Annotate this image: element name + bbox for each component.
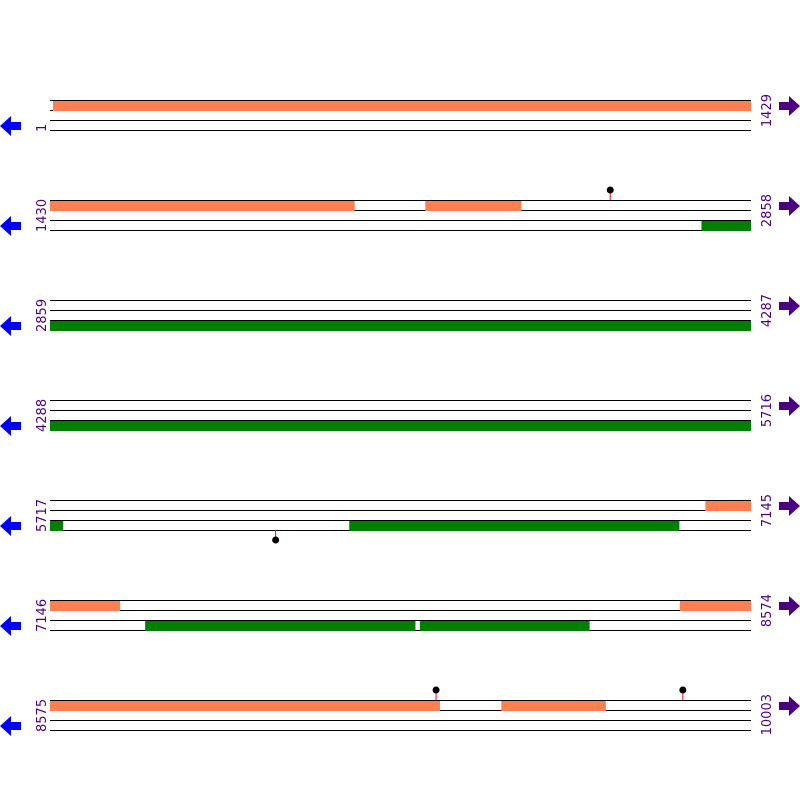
map-row: 5717 7145 — [0, 494, 800, 544]
map-row: 2859 4287 — [0, 294, 800, 336]
start-position-label: 5717 — [35, 499, 50, 532]
arrow-left-icon — [0, 516, 21, 536]
forward-feature — [501, 701, 606, 711]
end-position-label: 7145 — [760, 494, 775, 527]
arrow-right-icon — [779, 696, 800, 716]
map-row: 7146 8574 — [0, 594, 800, 636]
end-position-label: 8574 — [760, 594, 775, 627]
forward-feature — [679, 601, 751, 611]
forward-feature — [705, 501, 751, 511]
start-position-label: 1430 — [35, 199, 50, 232]
reverse-feature — [349, 521, 680, 531]
forward-feature — [425, 201, 522, 211]
arrow-left-icon — [0, 216, 21, 236]
arrow-left-icon — [0, 116, 21, 136]
site-marker — [606, 186, 614, 200]
arrow-right-icon — [779, 96, 800, 116]
arrow-left-icon — [0, 416, 21, 436]
forward-feature — [50, 601, 121, 611]
site-marker — [432, 686, 440, 700]
marker-dot — [606, 186, 614, 194]
map-row: 8575 10003 — [0, 686, 800, 736]
start-position-label: 2859 — [35, 299, 50, 332]
start-position-label: 1 — [35, 124, 50, 132]
reverse-feature — [145, 621, 416, 631]
start-position-label: 8575 — [35, 699, 50, 732]
arrow-right-icon — [779, 496, 800, 516]
marker-dot — [679, 686, 687, 694]
end-position-label: 2858 — [760, 194, 775, 227]
map-row: 1 1429 — [0, 94, 800, 136]
arrow-left-icon — [0, 316, 21, 336]
start-position-label: 4288 — [35, 399, 50, 432]
arrow-right-icon — [779, 296, 800, 316]
site-marker — [679, 686, 687, 700]
map-row: 1430 2858 — [0, 186, 800, 236]
forward-feature — [50, 701, 440, 711]
arrow-left-icon — [0, 716, 21, 736]
marker-dot — [272, 536, 280, 544]
arrow-right-icon — [779, 196, 800, 216]
arrow-right-icon — [779, 596, 800, 616]
site-marker — [272, 530, 280, 544]
reverse-feature — [419, 621, 590, 631]
reverse-feature — [50, 521, 64, 531]
end-position-label: 5716 — [760, 394, 775, 427]
forward-feature — [52, 101, 752, 111]
end-position-label: 1429 — [760, 94, 775, 127]
reverse-feature — [50, 421, 751, 431]
map-row: 4288 5716 — [0, 394, 800, 436]
arrow-left-icon — [0, 616, 21, 636]
end-position-label: 4287 — [760, 294, 775, 327]
forward-feature — [50, 201, 355, 211]
arrow-right-icon — [779, 396, 800, 416]
marker-dot — [432, 686, 440, 694]
end-position-label: 10003 — [760, 694, 775, 735]
reverse-feature — [50, 321, 751, 331]
start-position-label: 7146 — [35, 599, 50, 632]
reverse-feature — [701, 221, 751, 231]
